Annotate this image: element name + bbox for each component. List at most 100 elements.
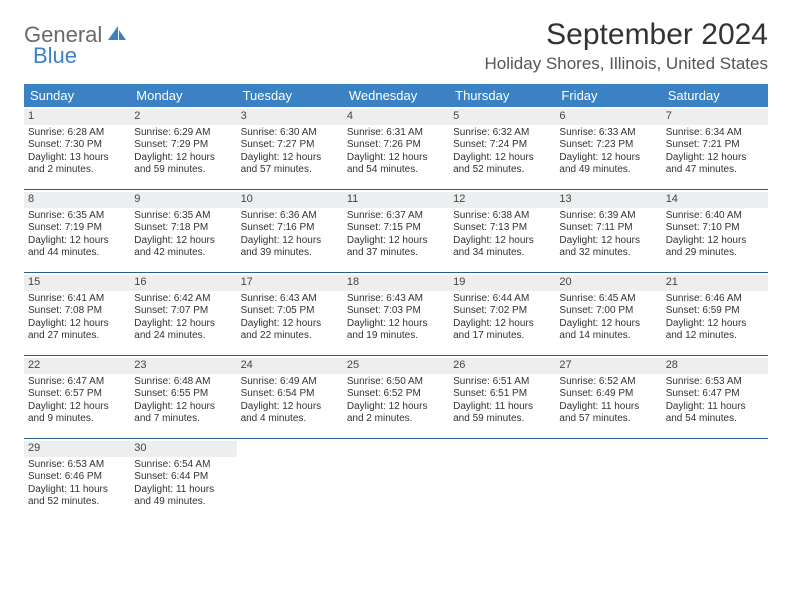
day-cell: 10Sunrise: 6:36 AMSunset: 7:16 PMDayligh… [237,190,343,272]
daylight-text: Daylight: 12 hours [347,401,445,414]
sunset-text: Sunset: 7:29 PM [134,139,232,152]
title-block: September 2024 Holiday Shores, Illinois,… [485,18,768,74]
header-cell-tuesday: Tuesday [237,84,343,107]
day-cell: 23Sunrise: 6:48 AMSunset: 6:55 PMDayligh… [130,356,236,438]
daylight-text: and 4 minutes. [241,413,339,426]
day-number: 23 [130,358,236,374]
sunrise-text: Sunrise: 6:36 AM [241,210,339,223]
day-number: 22 [24,358,130,374]
sunrise-text: Sunrise: 6:46 AM [666,293,764,306]
sunrise-text: Sunrise: 6:44 AM [453,293,551,306]
daylight-text: Daylight: 11 hours [28,484,126,497]
daylight-text: and 27 minutes. [28,330,126,343]
daylight-text: Daylight: 12 hours [559,235,657,248]
daylight-text: Daylight: 12 hours [241,235,339,248]
day-cell: 21Sunrise: 6:46 AMSunset: 6:59 PMDayligh… [662,273,768,355]
top-bar: General Blue September 2024 Holiday Shor… [24,18,768,74]
day-cell: 29Sunrise: 6:53 AMSunset: 6:46 PMDayligh… [24,439,130,521]
day-cell: 7Sunrise: 6:34 AMSunset: 7:21 PMDaylight… [662,107,768,189]
daylight-text: Daylight: 12 hours [559,152,657,165]
day-cell: 6Sunrise: 6:33 AMSunset: 7:23 PMDaylight… [555,107,661,189]
sunrise-text: Sunrise: 6:35 AM [134,210,232,223]
sunset-text: Sunset: 7:26 PM [347,139,445,152]
sunset-text: Sunset: 7:05 PM [241,305,339,318]
day-number: 11 [343,192,449,208]
day-cell: 13Sunrise: 6:39 AMSunset: 7:11 PMDayligh… [555,190,661,272]
logo-text-blue: Blue [33,43,77,69]
sunrise-text: Sunrise: 6:42 AM [134,293,232,306]
daylight-text: and 17 minutes. [453,330,551,343]
day-number: 26 [449,358,555,374]
daylight-text: Daylight: 12 hours [347,235,445,248]
sunrise-text: Sunrise: 6:35 AM [28,210,126,223]
daylight-text: and 2 minutes. [28,164,126,177]
day-cell: 17Sunrise: 6:43 AMSunset: 7:05 PMDayligh… [237,273,343,355]
day-number: 8 [24,192,130,208]
sunset-text: Sunset: 7:08 PM [28,305,126,318]
empty-day-cell [449,439,555,521]
daylight-text: Daylight: 11 hours [134,484,232,497]
daylight-text: and 47 minutes. [666,164,764,177]
sunrise-text: Sunrise: 6:43 AM [241,293,339,306]
sunrise-text: Sunrise: 6:49 AM [241,376,339,389]
day-cell: 20Sunrise: 6:45 AMSunset: 7:00 PMDayligh… [555,273,661,355]
sunset-text: Sunset: 6:52 PM [347,388,445,401]
sunset-text: Sunset: 7:21 PM [666,139,764,152]
day-number: 5 [449,109,555,125]
daylight-text: Daylight: 12 hours [666,235,764,248]
daylight-text: Daylight: 12 hours [347,318,445,331]
daylight-text: Daylight: 12 hours [347,152,445,165]
day-number: 1 [24,109,130,125]
day-cell: 12Sunrise: 6:38 AMSunset: 7:13 PMDayligh… [449,190,555,272]
daylight-text: and 9 minutes. [28,413,126,426]
sunrise-text: Sunrise: 6:45 AM [559,293,657,306]
day-number: 21 [662,275,768,291]
sunrise-text: Sunrise: 6:47 AM [28,376,126,389]
header-cell-friday: Friday [555,84,661,107]
sunset-text: Sunset: 7:00 PM [559,305,657,318]
daylight-text: and 32 minutes. [559,247,657,260]
month-title: September 2024 [485,18,768,52]
daylight-text: and 52 minutes. [28,496,126,509]
sunrise-text: Sunrise: 6:54 AM [134,459,232,472]
day-number: 19 [449,275,555,291]
day-cell: 14Sunrise: 6:40 AMSunset: 7:10 PMDayligh… [662,190,768,272]
header-cell-sunday: Sunday [24,84,130,107]
sunrise-text: Sunrise: 6:28 AM [28,127,126,140]
day-cell: 18Sunrise: 6:43 AMSunset: 7:03 PMDayligh… [343,273,449,355]
day-number: 16 [130,275,236,291]
sunset-text: Sunset: 7:10 PM [666,222,764,235]
day-cell: 25Sunrise: 6:50 AMSunset: 6:52 PMDayligh… [343,356,449,438]
sunset-text: Sunset: 7:15 PM [347,222,445,235]
day-number: 17 [237,275,343,291]
daylight-text: and 49 minutes. [559,164,657,177]
sunrise-text: Sunrise: 6:52 AM [559,376,657,389]
daylight-text: and 59 minutes. [453,413,551,426]
week-row: 8Sunrise: 6:35 AMSunset: 7:19 PMDaylight… [24,190,768,273]
daylight-text: Daylight: 12 hours [666,318,764,331]
sunrise-text: Sunrise: 6:40 AM [666,210,764,223]
day-cell: 11Sunrise: 6:37 AMSunset: 7:15 PMDayligh… [343,190,449,272]
day-cell: 9Sunrise: 6:35 AMSunset: 7:18 PMDaylight… [130,190,236,272]
daylight-text: and 57 minutes. [241,164,339,177]
header-cell-saturday: Saturday [662,84,768,107]
week-row: 22Sunrise: 6:47 AMSunset: 6:57 PMDayligh… [24,356,768,439]
sunset-text: Sunset: 7:27 PM [241,139,339,152]
day-number: 12 [449,192,555,208]
day-cell: 4Sunrise: 6:31 AMSunset: 7:26 PMDaylight… [343,107,449,189]
day-number: 15 [24,275,130,291]
daylight-text: Daylight: 12 hours [666,152,764,165]
day-cell: 30Sunrise: 6:54 AMSunset: 6:44 PMDayligh… [130,439,236,521]
sunset-text: Sunset: 7:03 PM [347,305,445,318]
sunrise-text: Sunrise: 6:51 AM [453,376,551,389]
day-number: 2 [130,109,236,125]
day-number: 13 [555,192,661,208]
calendar-table: SundayMondayTuesdayWednesdayThursdayFrid… [24,84,768,521]
daylight-text: and 57 minutes. [559,413,657,426]
sunset-text: Sunset: 7:07 PM [134,305,232,318]
daylight-text: Daylight: 12 hours [241,152,339,165]
sunset-text: Sunset: 6:46 PM [28,471,126,484]
sunrise-text: Sunrise: 6:34 AM [666,127,764,140]
daylight-text: Daylight: 12 hours [28,235,126,248]
daylight-text: Daylight: 12 hours [453,235,551,248]
